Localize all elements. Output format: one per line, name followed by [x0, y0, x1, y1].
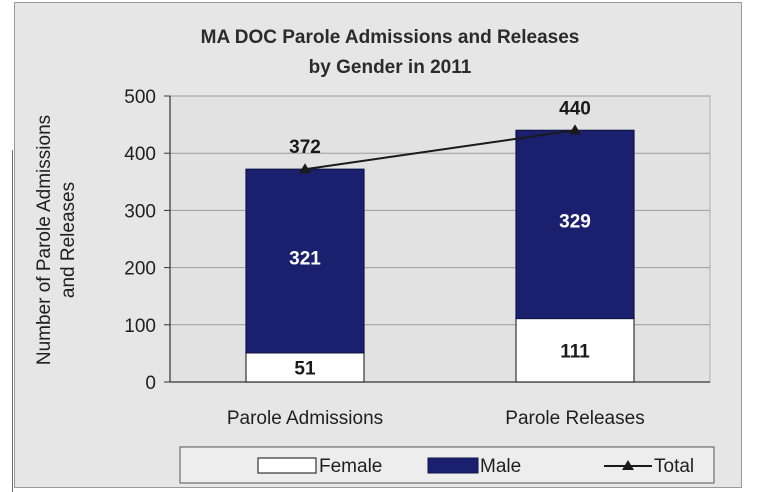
y-tick-label-300: 300	[124, 201, 156, 222]
y-tick-label-200: 200	[124, 259, 156, 280]
legend-marker-total	[622, 460, 634, 470]
y-axis-label-line2: and Releases	[58, 182, 79, 298]
bar-male-1	[515, 129, 635, 320]
left-border-rule	[12, 150, 13, 492]
bar-male-0	[245, 168, 365, 354]
y-tick-label-0: 0	[145, 373, 156, 394]
bar-female-1	[515, 317, 635, 383]
total-marker-0	[299, 163, 311, 174]
label-layer: 51 321 111 329 372 440	[289, 98, 591, 379]
x-category-label-1: Parole Releases	[505, 408, 644, 429]
total-marker-1	[569, 124, 581, 135]
data-label-male-1: 329	[559, 212, 591, 233]
data-label-female-0: 51	[294, 358, 316, 379]
chart-subtitle: by Gender in 2011	[309, 57, 472, 78]
legend-swatch-male	[427, 457, 479, 474]
line-layer	[299, 124, 581, 174]
legend-swatch-female	[257, 457, 317, 474]
y-axis-label-line1: Number of Parole Admissions	[34, 115, 55, 365]
data-label-male-0: 321	[289, 248, 321, 269]
x-category-label-0: Parole Admissions	[227, 408, 383, 429]
legend-label-female: Female	[319, 456, 382, 477]
data-label-total-1: 440	[559, 98, 591, 119]
chart-title: MA DOC Parole Admissions and Releases	[201, 27, 580, 48]
data-label-total-0: 372	[289, 137, 321, 158]
total-line	[304, 129, 576, 171]
y-tick-label-100: 100	[124, 316, 156, 337]
y-tick-label-500: 500	[124, 87, 156, 108]
y-tick-label-400: 400	[124, 144, 156, 165]
legend-label-male: Male	[480, 456, 521, 477]
bar-layer	[245, 129, 635, 383]
legend-label-total: Total	[654, 456, 694, 477]
data-label-female-1: 111	[560, 341, 590, 362]
